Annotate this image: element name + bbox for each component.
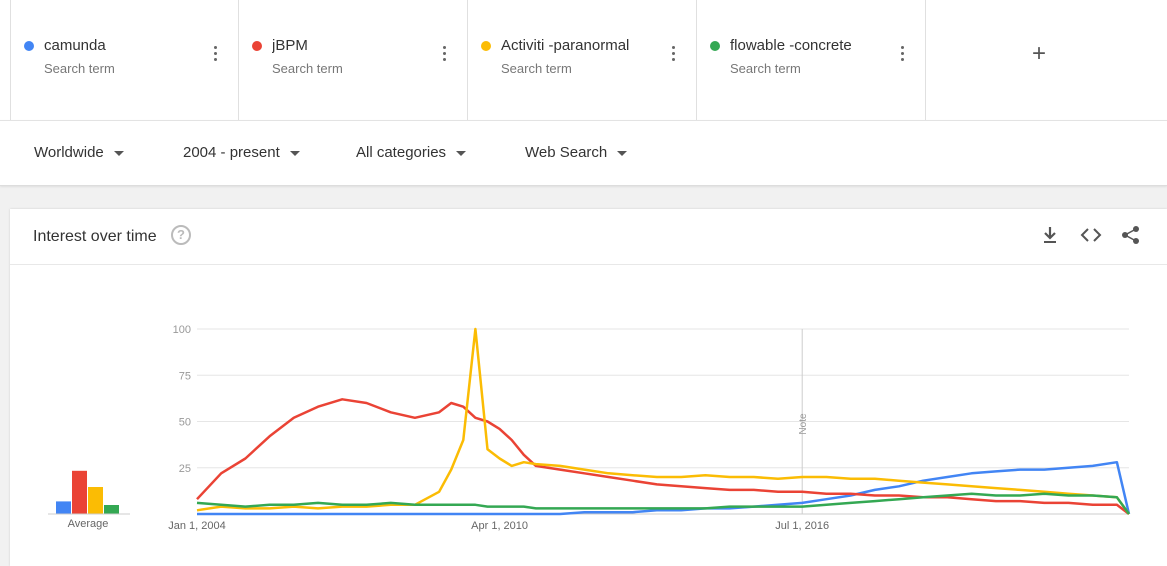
plus-icon: + bbox=[1032, 40, 1047, 67]
x-tick-label: Jul 1, 2016 bbox=[775, 520, 829, 532]
category-label: All categories bbox=[356, 144, 447, 161]
search-terms-bar: camunda Search term jBPM Search term Act… bbox=[0, 0, 1167, 120]
y-tick-label: 100 bbox=[173, 324, 191, 336]
term-subtitle: Search term bbox=[501, 61, 572, 76]
term-card-3[interactable]: flowable -concrete Search term bbox=[697, 0, 926, 120]
more-vert-icon[interactable] bbox=[214, 46, 218, 64]
term-name[interactable]: flowable -concrete bbox=[730, 37, 852, 54]
term-card-2[interactable]: Activiti -paranormal Search term bbox=[468, 0, 697, 120]
card-title: Interest over time bbox=[33, 228, 157, 245]
x-tick-label: Jan 1, 2004 bbox=[168, 520, 226, 532]
download-icon[interactable] bbox=[1042, 225, 1058, 245]
region-label: Worldwide bbox=[34, 144, 104, 161]
series-line bbox=[196, 492, 1131, 515]
note-label: Note bbox=[798, 413, 809, 435]
color-dot-icon bbox=[481, 41, 491, 51]
caret-down-icon bbox=[113, 150, 124, 156]
caret-down-icon bbox=[456, 150, 467, 156]
caret-down-icon bbox=[617, 150, 628, 156]
y-tick-label: 50 bbox=[179, 417, 191, 429]
time-dropdown[interactable]: 2004 - present bbox=[183, 144, 300, 161]
term-name[interactable]: camunda bbox=[44, 37, 106, 54]
search-type-label: Web Search bbox=[525, 144, 608, 161]
category-dropdown[interactable]: All categories bbox=[356, 144, 467, 161]
help-icon[interactable]: ? bbox=[171, 225, 191, 245]
average-bar bbox=[88, 487, 103, 514]
filter-bar: Worldwide 2004 - present All categories … bbox=[0, 120, 1167, 186]
series-line bbox=[196, 398, 1130, 515]
share-icon[interactable] bbox=[1121, 225, 1141, 245]
average-bar bbox=[72, 470, 87, 514]
term-subtitle: Search term bbox=[272, 61, 343, 76]
average-bar bbox=[56, 501, 71, 514]
more-vert-icon[interactable] bbox=[901, 46, 905, 64]
y-tick-label: 75 bbox=[179, 370, 191, 382]
search-type-dropdown[interactable]: Web Search bbox=[525, 144, 628, 161]
series-line bbox=[196, 327, 1131, 515]
embed-icon[interactable] bbox=[1080, 225, 1102, 245]
average-label: Average bbox=[68, 518, 109, 530]
more-vert-icon[interactable] bbox=[672, 46, 676, 64]
time-label: 2004 - present bbox=[183, 144, 280, 161]
series-line bbox=[197, 460, 1131, 516]
color-dot-icon bbox=[252, 41, 262, 51]
card-header: Interest over time ? bbox=[10, 209, 1167, 265]
region-dropdown[interactable]: Worldwide bbox=[34, 144, 124, 161]
more-vert-icon[interactable] bbox=[443, 46, 447, 64]
term-card-0[interactable]: camunda Search term bbox=[10, 0, 239, 120]
term-subtitle: Search term bbox=[44, 61, 115, 76]
add-term-button[interactable]: + bbox=[926, 0, 1167, 120]
average-bar bbox=[104, 505, 119, 514]
interest-chart: 25 50 75 100 Note Average Jan 1, 2004 Apr 1, … bbox=[48, 324, 1131, 532]
term-name[interactable]: Activiti -paranormal bbox=[501, 37, 630, 54]
y-tick-label: 25 bbox=[179, 463, 191, 475]
color-dot-icon bbox=[710, 41, 720, 51]
color-dot-icon bbox=[24, 41, 34, 51]
term-name[interactable]: jBPM bbox=[272, 37, 308, 54]
caret-down-icon bbox=[289, 150, 300, 156]
interest-over-time-card: Interest over time ? 25 50 75 100 Note Avera… bbox=[10, 209, 1167, 566]
term-subtitle: Search term bbox=[730, 61, 801, 76]
x-tick-label: Apr 1, 2010 bbox=[471, 520, 528, 532]
term-card-1[interactable]: jBPM Search term bbox=[239, 0, 468, 120]
